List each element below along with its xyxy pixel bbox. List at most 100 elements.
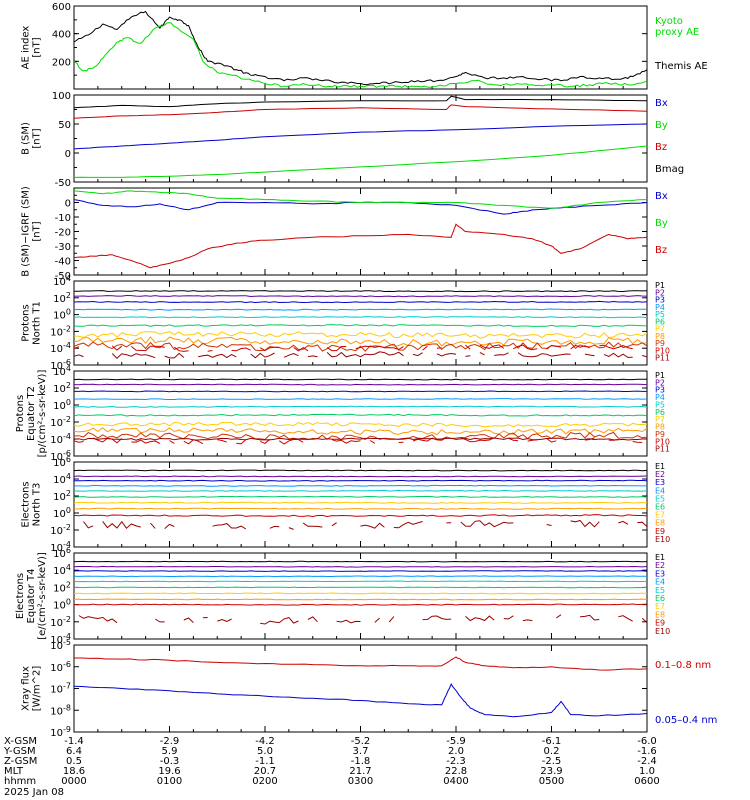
legend-label: 0.1–0.8 nm — [655, 660, 711, 671]
ephemeris-value: -0.3 — [160, 756, 180, 767]
y-tick-label: -50 — [55, 178, 71, 189]
y-tick-label: 102 — [53, 381, 71, 395]
channel-E10-line — [102, 520, 141, 529]
y-axis-label: ProtonsNorth T1 — [21, 301, 43, 345]
series-line — [74, 199, 647, 215]
channel-E1-line — [74, 560, 647, 563]
legend-label: E4 — [655, 486, 665, 495]
legend-label: P8 — [655, 423, 665, 432]
legend-label: P1 — [655, 281, 665, 290]
y-axis-label: ProtonsEquator T2[p/(cm²-s-sr-keV)] — [15, 370, 48, 458]
legend-label: P5 — [655, 400, 665, 409]
channel-E10-line — [164, 523, 175, 529]
channel-P10-line — [546, 344, 562, 350]
ephemeris-value: 6.4 — [66, 746, 82, 757]
panel-frame — [73, 461, 648, 548]
plot-area — [74, 560, 647, 625]
channel-E9-line — [74, 603, 647, 606]
channel-E5-line — [74, 489, 647, 492]
channel-P4-line — [74, 308, 647, 311]
ephemeris-value: -1.6 — [637, 746, 657, 757]
series-line — [74, 123, 647, 150]
channel-P11-line — [642, 354, 647, 358]
ephemeris-value: 0500 — [539, 776, 564, 787]
y-tick-label: 104 — [53, 563, 71, 577]
plot-area — [74, 290, 647, 359]
channel-E10-line — [637, 521, 647, 527]
panel-bdiff: -50 -40 -30 -20 -10 0 B (SM)−IGRF (SM)[nT] Bx By… — [21, 186, 668, 282]
plot-area — [74, 190, 647, 269]
y-axis-label: ElectronsEquator T4[e/(cm²-s-sr-keV)] — [15, 552, 48, 640]
y-tick-label: 102 — [53, 580, 71, 594]
channel-E10-line — [212, 523, 247, 530]
panel-pe: 10-6 10-4 10-2 100 102 104 ProtonsEquator T2[p… — [15, 364, 670, 463]
legend-label: E7 — [655, 602, 665, 611]
channel-E10-line — [618, 615, 633, 622]
channel-P10-line — [111, 345, 123, 351]
ephemeris-value: -5.2 — [351, 736, 371, 747]
channel-E3-line — [74, 570, 647, 572]
panel-pn: 10-6 10-4 10-2 100 102 104 ProtonsNorth T1 P1P2… — [21, 274, 671, 372]
channel-P3-line — [74, 390, 647, 393]
channel-P10-line — [460, 437, 495, 443]
channel-E4-line — [74, 575, 647, 578]
panel-frame — [73, 280, 648, 366]
ephemeris-value: -1.1 — [255, 756, 275, 767]
ephemeris-value: -4.2 — [255, 736, 275, 747]
y-tick-label: -50 — [55, 271, 71, 282]
series-line — [74, 656, 647, 671]
channel-P11-line — [412, 352, 423, 357]
channel-E7-line — [74, 501, 647, 504]
channel-P10-line — [508, 437, 519, 442]
plot-area — [74, 656, 647, 718]
legend-label: E2 — [655, 470, 665, 479]
channel-E10-line — [183, 617, 194, 623]
channel-P10-line — [231, 347, 251, 352]
legend-label: P3 — [655, 386, 665, 395]
channel-E10-line — [556, 614, 562, 619]
series-line — [74, 10, 647, 86]
ephemeris-value: 0100 — [157, 776, 182, 787]
channel-P10-line — [369, 440, 376, 444]
channel-P1-line — [74, 290, 647, 293]
legend-label: P6 — [655, 317, 665, 326]
legend-label: E7 — [655, 511, 665, 520]
channel-P10-line — [546, 438, 557, 443]
channel-P11-line — [517, 352, 571, 358]
channel-E10-line — [302, 522, 323, 528]
legend-label: E1 — [655, 553, 665, 562]
y-axis-label: B (SM)−IGRF (SM)[nT] — [21, 186, 43, 277]
channel-P10-line — [217, 439, 227, 443]
legend-label: 0.05–0.4 nm — [655, 715, 717, 726]
legend-label: Bx — [655, 98, 668, 109]
channel-P10-line — [331, 439, 361, 444]
y-tick-label: 10-2 — [50, 615, 71, 629]
legend-label: P2 — [655, 288, 665, 297]
legend-label: P9 — [655, 430, 665, 439]
ephemeris-row-label: MLT — [4, 766, 24, 777]
legend-label: E10 — [655, 535, 670, 544]
channel-P11-line — [74, 437, 647, 441]
channel-P11-line — [584, 353, 595, 357]
channel-P10-line — [131, 439, 161, 444]
channel-P11-line — [479, 351, 485, 356]
channel-P10-line — [599, 344, 633, 350]
channel-P8-line — [74, 427, 647, 436]
ephemeris-value: 3.7 — [353, 746, 369, 757]
y-tick-label: 50 — [58, 120, 71, 131]
channel-E10-line — [260, 617, 299, 625]
channel-P11-line — [250, 352, 275, 359]
panel-frame — [73, 5, 648, 90]
channel-E10-line — [150, 522, 156, 529]
channel-E6-line — [74, 495, 647, 498]
channel-E10-line — [393, 521, 423, 529]
channel-E10-line — [460, 520, 514, 528]
channel-E7-line — [74, 592, 647, 595]
legend-label: E9 — [655, 527, 665, 536]
legend-label: E8 — [655, 610, 665, 619]
legend-label: P4 — [655, 303, 665, 312]
series-line — [74, 95, 647, 109]
ephemeris-value: 19.6 — [158, 766, 180, 777]
channel-E10-line — [422, 615, 452, 621]
channel-P10-line — [236, 439, 247, 445]
